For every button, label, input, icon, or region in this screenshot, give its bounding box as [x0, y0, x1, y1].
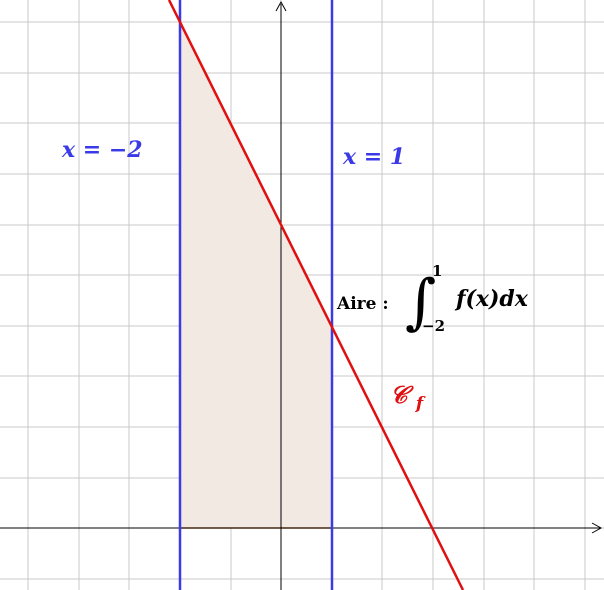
integral-area: [180, 22, 332, 528]
integral-lower-bound: −2: [422, 317, 445, 335]
label-x-minus-2: x = −2: [61, 137, 143, 163]
curve-subscript: f: [415, 394, 426, 414]
curve-name: 𝒞: [390, 380, 414, 409]
integrand: f(x)dx: [454, 286, 529, 312]
curve-cf: [167, 0, 465, 590]
label-x-1: x = 1: [342, 144, 405, 170]
integral-upper-bound: 1: [432, 262, 442, 280]
label-curve-cf: 𝒞 f: [390, 380, 426, 414]
area-label: Aire :: [336, 294, 389, 314]
integral-sign: ∫: [405, 267, 436, 337]
arrow-right-icon: [591, 522, 603, 534]
arrow-up-icon: [275, 0, 287, 12]
